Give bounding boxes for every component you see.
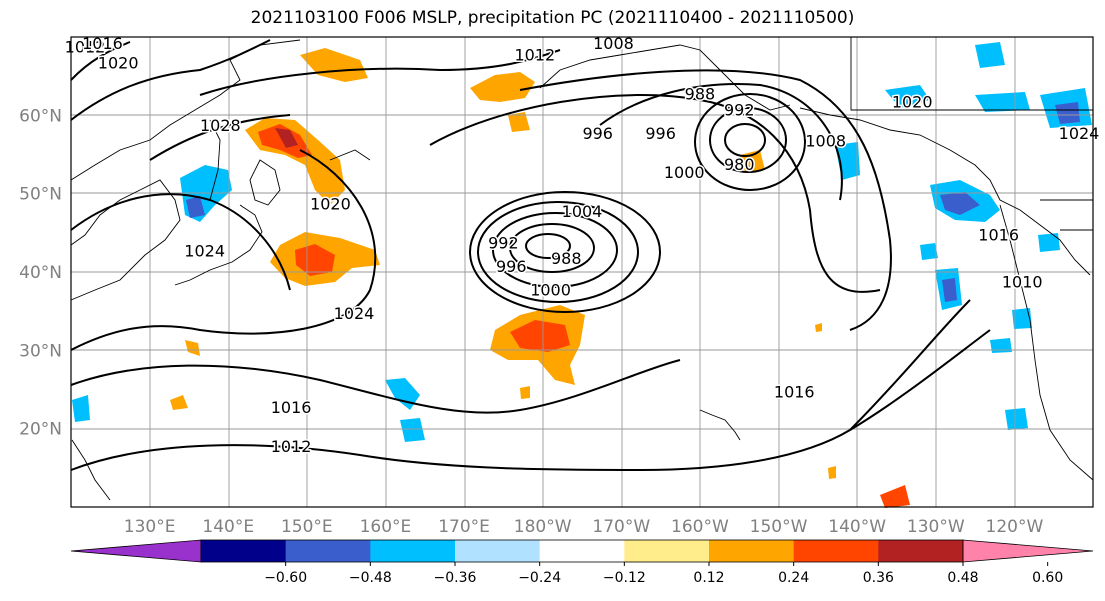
contour-label: 1008 (593, 34, 634, 53)
contour-label: 1012 (271, 437, 312, 456)
colorbar-label: 0.24 (778, 570, 809, 586)
colorbar-swatch (285, 540, 371, 562)
contour-label: 980 (724, 155, 755, 174)
lon-tick-label: 130°W (907, 517, 965, 537)
contour-label: 1016 (271, 398, 312, 417)
contour-label: 1028 (200, 116, 241, 135)
lon-tick-label: 160°W (671, 517, 729, 537)
colorbar-label: −0.48 (349, 570, 392, 586)
colorbar-swatch (624, 540, 710, 562)
lon-tick-label: 150°W (750, 517, 808, 537)
contour-label: 1020 (98, 53, 139, 72)
mslp-contours (70, 39, 991, 472)
colorbar: −0.60 −0.48 −0.36 −0.24 −0.12 0.12 0.24 0.36 0.4… (70, 539, 1094, 586)
lat-tick-label: 30°N (19, 341, 62, 361)
contour-label: 988 (551, 249, 582, 268)
lon-tick-label: 180°W (514, 517, 572, 537)
lat-tick-label: 20°N (19, 420, 62, 440)
colorbar-label: 0.36 (863, 570, 894, 586)
lon-tick-label: 120°W (986, 517, 1044, 537)
contour-label: 996 (496, 257, 527, 276)
map-title: 2021103100 F006 MSLP, precipitation PC (… (250, 8, 855, 28)
lon-tick-label: 150°E (281, 517, 333, 537)
contour-label: 992 (724, 100, 755, 119)
contour-label: 996 (645, 124, 676, 143)
contour-label: 1008 (805, 132, 846, 151)
contour-label: 1000 (530, 281, 571, 300)
colorbar-label: 0.12 (693, 570, 724, 586)
lon-tick-label: 160°E (360, 517, 412, 537)
latitude-ticks: 60°N 50°N 40°N 30°N 20°N (19, 106, 62, 439)
colorbar-label: −0.24 (518, 570, 561, 586)
colorbar-swatch (370, 540, 456, 562)
colorbar-swatch (539, 540, 625, 562)
colorbar-swatch (455, 540, 541, 562)
precip-shading (72, 42, 1092, 508)
colorbar-label: −0.36 (434, 570, 477, 586)
contour-label: 1016 (774, 382, 815, 401)
colorbar-extend-low (70, 539, 202, 563)
graticule (71, 37, 1093, 507)
contour-label: 1004 (562, 202, 603, 221)
contour-label: 1012 (514, 46, 555, 65)
colorbar-label: −0.12 (603, 570, 646, 586)
map-frame (70, 36, 1094, 508)
contour-label: 992 (488, 234, 519, 253)
lon-tick-label: 140°E (202, 517, 254, 537)
lon-tick-label: 140°W (828, 517, 886, 537)
colorbar-swatch (201, 540, 287, 562)
contour-label: 1024 (1059, 124, 1100, 143)
colorbar-swatch (878, 540, 964, 562)
colorbar-extend-high (962, 539, 1094, 563)
colorbar-swatch (793, 540, 879, 562)
contour-label: 1024 (334, 304, 375, 323)
contour-label: 996 (582, 124, 613, 143)
contour-label: 1024 (184, 241, 225, 260)
contour-label: 1020 (310, 194, 351, 213)
contour-label: 1000 (664, 163, 705, 182)
colorbar-label: 0.48 (947, 570, 978, 586)
lon-tick-label: 170°W (592, 517, 650, 537)
lat-tick-label: 50°N (19, 185, 62, 205)
lon-tick-label: 130°E (124, 517, 176, 537)
lat-tick-label: 40°N (19, 263, 62, 283)
colorbar-swatch (709, 540, 795, 562)
contour-label: 1020 (892, 93, 933, 112)
lon-tick-label: 170°E (438, 517, 490, 537)
colorbar-label: 0.60 (1032, 570, 1063, 586)
colorbar-label: −0.60 (264, 570, 307, 586)
contour-label: 1016 (978, 226, 1019, 245)
colorbar-outline (200, 539, 964, 563)
contour-label: 1016 (82, 34, 123, 53)
lat-tick-label: 60°N (19, 106, 62, 126)
coastlines (70, 37, 1094, 501)
contour-label: 988 (685, 85, 716, 104)
contour-label: 1010 (1002, 273, 1043, 292)
contour-label: 1012 (65, 38, 106, 57)
longitude-ticks: 130°E 140°E 150°E 160°E 170°E 180°W 170°W 160°W… (124, 517, 1044, 537)
